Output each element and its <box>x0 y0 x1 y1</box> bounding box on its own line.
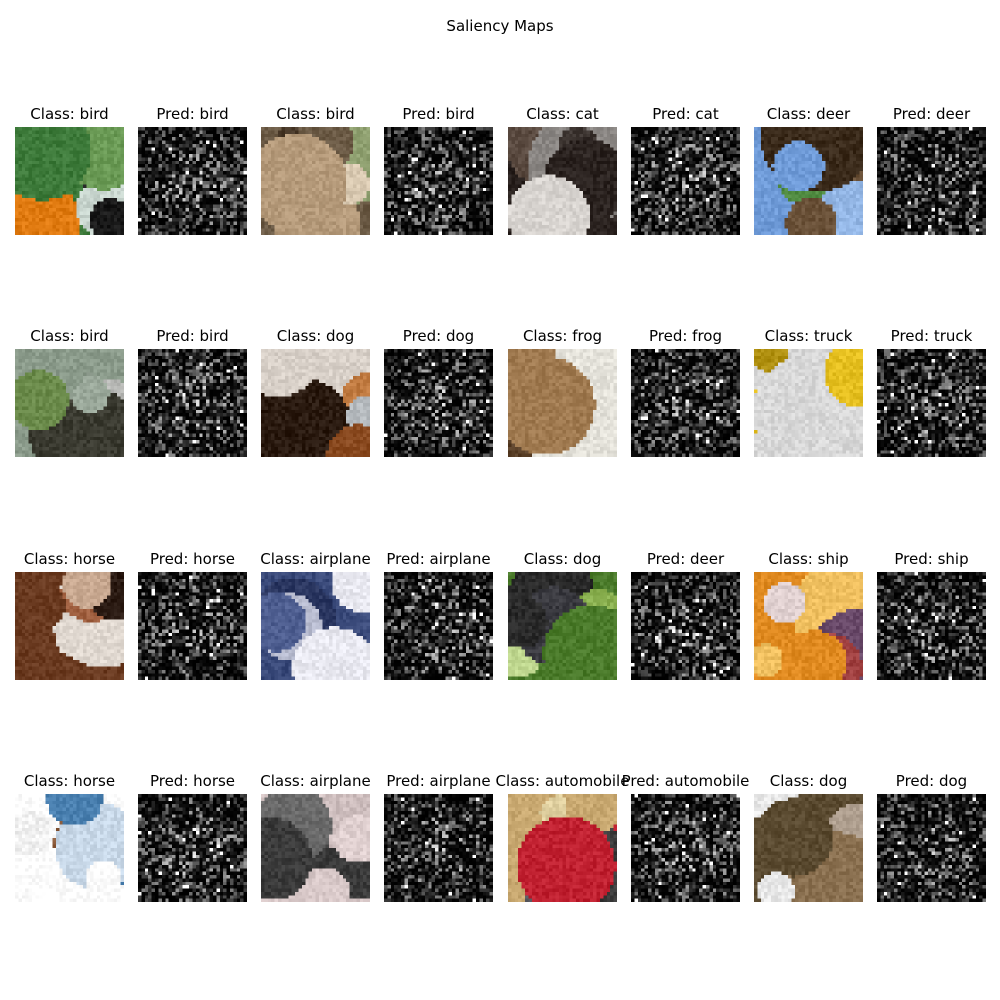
saliency-map <box>138 127 247 235</box>
pred-label: Pred: horse <box>149 550 236 568</box>
class-label: Class: frog <box>522 327 603 345</box>
class-label: Class: horse <box>23 772 116 790</box>
class-label: Class: airplane <box>260 550 371 568</box>
class-label: Class: cat <box>526 105 599 123</box>
input-image <box>508 127 617 235</box>
pred-label: Pred: ship <box>894 550 969 568</box>
input-image <box>754 127 863 235</box>
class-label: Class: dog <box>276 327 355 345</box>
saliency-map <box>877 572 986 680</box>
saliency-map <box>384 349 493 457</box>
pred-label: Pred: cat <box>652 105 719 123</box>
pred-label: Pred: frog <box>648 327 722 345</box>
input-image <box>754 794 863 902</box>
input-image <box>754 572 863 680</box>
input-image <box>754 349 863 457</box>
input-image <box>261 572 370 680</box>
input-image <box>15 572 124 680</box>
saliency-map <box>384 794 493 902</box>
pred-label: Pred: truck <box>890 327 973 345</box>
figure-title: Saliency Maps <box>446 17 554 35</box>
input-image <box>15 349 124 457</box>
class-label: Class: bird <box>276 105 355 123</box>
saliency-map <box>631 127 740 235</box>
pred-label: Pred: deer <box>892 105 971 123</box>
class-label: Class: airplane <box>260 772 371 790</box>
saliency-map <box>631 794 740 902</box>
class-label: Class: dog <box>769 772 848 790</box>
pred-label: Pred: dog <box>895 772 968 790</box>
pred-label: Pred: bird <box>156 105 229 123</box>
saliency-map <box>138 349 247 457</box>
saliency-map <box>138 794 247 902</box>
input-image <box>261 127 370 235</box>
input-image <box>508 572 617 680</box>
class-label: Class: horse <box>23 550 116 568</box>
saliency-map <box>877 127 986 235</box>
pred-label: Pred: airplane <box>386 772 491 790</box>
class-label: Class: bird <box>30 105 109 123</box>
saliency-map <box>877 794 986 902</box>
saliency-map <box>631 349 740 457</box>
input-image <box>261 349 370 457</box>
pred-label: Pred: bird <box>156 327 229 345</box>
input-image <box>508 794 617 902</box>
class-label: Class: dog <box>523 550 602 568</box>
saliency-map <box>384 127 493 235</box>
input-image <box>15 794 124 902</box>
saliency-map <box>384 572 493 680</box>
class-label: Class: automobile <box>495 772 630 790</box>
input-image <box>15 127 124 235</box>
pred-label: Pred: bird <box>402 105 475 123</box>
pred-label: Pred: automobile <box>621 772 750 790</box>
class-label: Class: truck <box>764 327 853 345</box>
pred-label: Pred: deer <box>646 550 725 568</box>
input-image <box>508 349 617 457</box>
saliency-map <box>138 572 247 680</box>
pred-label: Pred: airplane <box>386 550 491 568</box>
input-image <box>261 794 370 902</box>
class-label: Class: bird <box>30 327 109 345</box>
class-label: Class: ship <box>768 550 849 568</box>
pred-label: Pred: horse <box>149 772 236 790</box>
class-label: Class: deer <box>766 105 851 123</box>
pred-label: Pred: dog <box>402 327 475 345</box>
saliency-map <box>631 572 740 680</box>
saliency-map <box>877 349 986 457</box>
